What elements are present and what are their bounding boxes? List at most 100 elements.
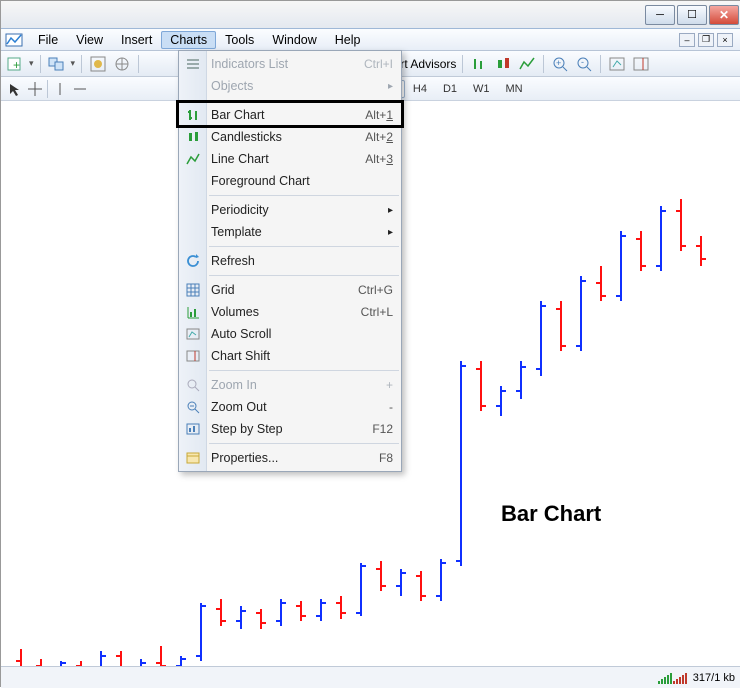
maximize-button[interactable]: ☐ [677,5,707,25]
menu-item-label: Template [211,225,262,239]
close-icon: ✕ [719,8,729,22]
menu-charts[interactable]: Charts [161,31,216,49]
menu-item-label: Zoom Out [211,400,267,414]
menu-item-template[interactable]: Template ▸ [179,221,401,243]
menu-item-label: Indicators List [211,57,288,71]
menu-bar: File View Insert Charts Tools Window Hel… [1,29,740,51]
menu-shortcut: F8 [379,451,393,465]
menu-item-chart-shift[interactable]: Chart Shift [179,345,401,367]
menu-item-bar-chart[interactable]: Bar ChartAlt+1 [179,104,401,126]
menu-item-label: Volumes [211,305,259,319]
menu-item-label: Properties... [211,451,278,465]
menu-item-zoom-in: Zoom In + [179,374,401,396]
menu-shortcut: Ctrl+L [361,305,393,319]
menu-item-label: Step by Step [211,422,283,436]
line-chart-button[interactable] [517,54,537,74]
menu-item-grid[interactable]: GridCtrl+G [179,279,401,301]
charts-menu-dropdown: Indicators ListCtrl+IObjects▸Bar ChartAl… [178,50,402,472]
menu-tools[interactable]: Tools [216,31,263,49]
hline-tool[interactable] [70,79,90,99]
menu-item-candlesticks[interactable]: CandlesticksAlt+2 [179,126,401,148]
menu-item-label: Chart Shift [211,349,270,363]
market-watch-button[interactable] [88,54,108,74]
menu-item-line-chart[interactable]: Line Chart Alt+3 [179,148,401,170]
submenu-arrow-icon: ▸ [388,205,393,216]
mdi-close-button[interactable]: × [717,33,733,47]
menu-help[interactable]: Help [326,31,370,49]
properties-icon [184,449,202,467]
bar-chart-button[interactable] [469,54,489,74]
status-bar: 317/1 kb [1,666,740,688]
app-icon [5,32,23,48]
menu-item-foreground-chart[interactable]: Foreground Chart [179,170,401,192]
menu-item-label: Bar Chart [211,108,265,122]
menu-item-label: Objects [211,79,253,93]
transfer-label: 317/1 kb [693,672,735,684]
annotation-label: Bar Chart [501,501,601,527]
connection-icon [658,672,687,684]
menu-item-properties[interactable]: Properties... F8 [179,447,401,469]
new-chart-button[interactable]: + [5,54,25,74]
app-window: ─ ☐ ✕ File View Insert Charts Tools Wind… [1,1,740,688]
menu-view[interactable]: View [67,31,112,49]
autoscroll-icon [184,325,202,343]
zoom-out-button[interactable]: - [574,54,594,74]
profiles-button[interactable] [47,54,67,74]
chartshift-button[interactable] [631,54,651,74]
tf-w1[interactable]: W1 [465,80,498,98]
refresh-icon [184,252,202,270]
vline-tool[interactable] [50,79,70,99]
cursor-tool[interactable] [5,79,25,99]
menu-item-objects: Objects▸ [179,75,401,97]
candlestick-icon [184,128,202,146]
menu-item-indicators-list: Indicators List Ctrl+I [179,53,401,75]
submenu-arrow-icon: ▸ [388,227,393,238]
svg-text:-: - [581,57,584,67]
menu-item-label: Zoom In [211,378,257,392]
list-icon [184,55,202,73]
title-bar: ─ ☐ ✕ [1,1,740,29]
tf-d1[interactable]: D1 [435,80,465,98]
svg-text:+: + [13,58,20,72]
menu-item-step-by-step[interactable]: Step by Step F12 [179,418,401,440]
chartshift-icon [184,347,202,365]
menu-shortcut: + [386,378,393,392]
minimize-icon: ─ [656,9,664,21]
menu-item-refresh[interactable]: Refresh [179,250,401,272]
navigator-button[interactable] [112,54,132,74]
menu-item-label: Grid [211,283,235,297]
mdi-minimize-button[interactable]: – [679,33,695,47]
window-controls: ─ ☐ ✕ [643,5,739,25]
tf-h4[interactable]: H4 [405,80,435,98]
tf-mn[interactable]: MN [498,80,531,98]
menu-window[interactable]: Window [263,31,325,49]
menu-item-label: Periodicity [211,203,269,217]
svg-text:+: + [556,58,561,68]
grid-icon [184,281,202,299]
menu-item-volumes[interactable]: Volumes Ctrl+L [179,301,401,323]
menu-shortcut: Ctrl+I [364,57,393,71]
menu-shortcut: - [389,400,393,414]
menu-item-periodicity[interactable]: Periodicity ▸ [179,199,401,221]
menu-file[interactable]: File [29,31,67,49]
menu-shortcut: F12 [372,422,393,436]
menu-item-label: Refresh [211,254,255,268]
autoscroll-button[interactable] [607,54,627,74]
candle-chart-button[interactable] [493,54,513,74]
crosshair-tool[interactable] [25,79,45,99]
zoom-in-icon [184,376,202,394]
menu-item-auto-scroll[interactable]: Auto Scroll [179,323,401,345]
minimize-button[interactable]: ─ [645,5,675,25]
zoom-out-icon [184,398,202,416]
menu-item-label: Candlesticks [211,130,282,144]
bar-chart-icon [184,106,202,124]
zoom-in-button[interactable]: + [550,54,570,74]
menu-insert[interactable]: Insert [112,31,161,49]
menu-item-zoom-out[interactable]: Zoom Out - [179,396,401,418]
volumes-icon [184,303,202,321]
menu-shortcut: Alt+3 [365,152,393,166]
menu-item-label: Line Chart [211,152,269,166]
close-button[interactable]: ✕ [709,5,739,25]
mdi-restore-button[interactable]: ❐ [698,33,714,47]
step-icon [184,420,202,438]
